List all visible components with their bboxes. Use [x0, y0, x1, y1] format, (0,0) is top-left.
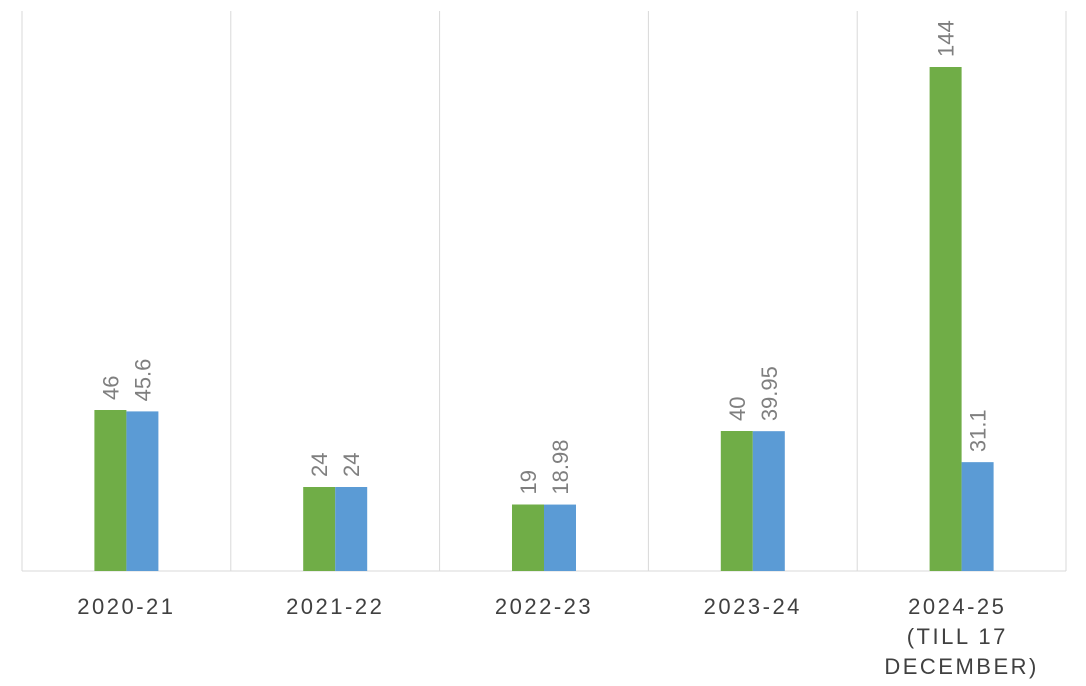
data-label: 31.1 — [966, 409, 991, 452]
data-label: 144 — [934, 20, 959, 57]
data-label: 39.95 — [757, 366, 782, 421]
x-tick-line: 2022-23 — [495, 594, 593, 619]
x-tick-line: 2021-22 — [286, 594, 384, 619]
x-tick-label: 2022-23 — [495, 594, 593, 619]
x-tick-label: 2021-22 — [286, 594, 384, 619]
bar — [752, 431, 785, 571]
bar — [512, 504, 544, 571]
data-label: 18.98 — [548, 440, 573, 495]
x-tick-label: 2024-25 (TILL 17 DECEMBER) — [884, 594, 1039, 679]
bar — [720, 431, 753, 571]
x-tick-label: 2023-24 — [704, 594, 802, 619]
data-label: 24 — [339, 453, 364, 477]
bar — [961, 462, 994, 571]
x-tick-line: 2020-21 — [77, 594, 175, 619]
x-tick-line: 2024-25 — [908, 594, 1015, 619]
x-tick-line: 2023-24 — [704, 594, 802, 619]
bar — [544, 504, 576, 571]
x-tick-line: (TILL 17 — [907, 624, 1017, 649]
bar — [303, 487, 336, 571]
bar — [94, 410, 127, 571]
bar — [929, 67, 962, 571]
data-label: 46 — [98, 376, 123, 400]
x-tick-label: 2020-21 — [77, 594, 175, 619]
bar — [335, 487, 368, 571]
data-label: 45.6 — [130, 359, 155, 402]
data-label: 19 — [516, 470, 541, 494]
bar — [126, 411, 159, 571]
x-tick-line: DECEMBER) — [884, 654, 1039, 679]
data-label: 24 — [307, 453, 332, 477]
data-label: 40 — [725, 397, 750, 421]
